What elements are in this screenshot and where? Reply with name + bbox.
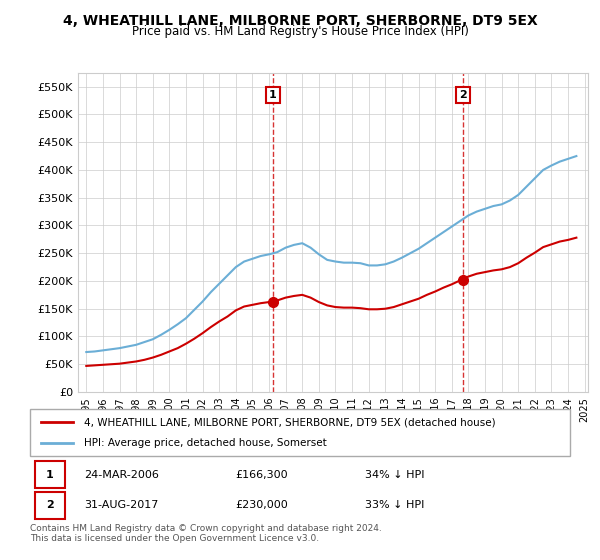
Text: Contains HM Land Registry data © Crown copyright and database right 2024.
This d: Contains HM Land Registry data © Crown c…: [30, 524, 382, 543]
Text: £230,000: £230,000: [235, 501, 288, 510]
Text: 34% ↓ HPI: 34% ↓ HPI: [365, 470, 424, 479]
Text: 4, WHEATHILL LANE, MILBORNE PORT, SHERBORNE, DT9 5EX: 4, WHEATHILL LANE, MILBORNE PORT, SHERBO…: [62, 14, 538, 28]
FancyBboxPatch shape: [35, 492, 65, 519]
Text: 2: 2: [459, 90, 467, 100]
Text: 1: 1: [269, 90, 277, 100]
Text: £166,300: £166,300: [235, 470, 288, 479]
Text: 31-AUG-2017: 31-AUG-2017: [84, 501, 158, 510]
FancyBboxPatch shape: [30, 409, 570, 456]
Text: HPI: Average price, detached house, Somerset: HPI: Average price, detached house, Some…: [84, 438, 327, 448]
Text: 1: 1: [46, 470, 54, 479]
FancyBboxPatch shape: [35, 461, 65, 488]
Text: 4, WHEATHILL LANE, MILBORNE PORT, SHERBORNE, DT9 5EX (detached house): 4, WHEATHILL LANE, MILBORNE PORT, SHERBO…: [84, 417, 496, 427]
Text: 24-MAR-2006: 24-MAR-2006: [84, 470, 159, 479]
Text: Price paid vs. HM Land Registry's House Price Index (HPI): Price paid vs. HM Land Registry's House …: [131, 25, 469, 38]
Text: 2: 2: [46, 501, 54, 510]
Text: 33% ↓ HPI: 33% ↓ HPI: [365, 501, 424, 510]
